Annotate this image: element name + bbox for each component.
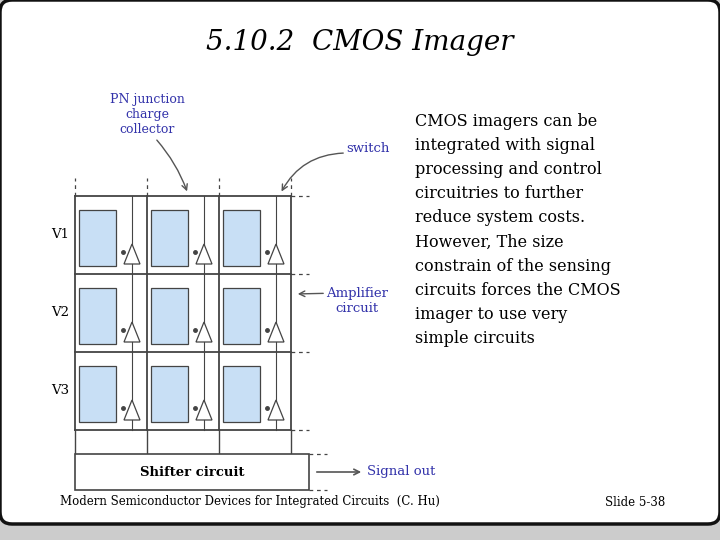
Text: Amplifier
circuit: Amplifier circuit [326, 287, 388, 315]
Text: Modern Semiconductor Devices for Integrated Circuits  (C. Hu): Modern Semiconductor Devices for Integra… [60, 496, 440, 509]
Text: V1: V1 [51, 228, 69, 241]
Bar [151, 366, 188, 422]
Text: 5.10.2  CMOS Imager: 5.10.2 CMOS Imager [206, 29, 514, 56]
Text: V2: V2 [51, 307, 69, 320]
Text: switch: switch [346, 141, 390, 154]
Bar [223, 366, 260, 422]
Bar [79, 366, 116, 422]
Bar [75, 454, 309, 490]
Text: Shifter circuit: Shifter circuit [140, 465, 244, 478]
Text: CMOS imagers can be
integrated with signal
processing and control
circuitries to: CMOS imagers can be integrated with sign… [415, 113, 621, 347]
Bar [151, 210, 188, 266]
Bar [79, 288, 116, 344]
Text: PN junction
charge
collector: PN junction charge collector [109, 93, 184, 136]
Text: V3: V3 [51, 384, 69, 397]
Text: Signal out: Signal out [367, 465, 436, 478]
FancyBboxPatch shape [0, 0, 720, 524]
Bar [79, 210, 116, 266]
Bar [151, 288, 188, 344]
Bar [223, 288, 260, 344]
Text: Slide 5-38: Slide 5-38 [605, 496, 665, 509]
Bar [223, 210, 260, 266]
